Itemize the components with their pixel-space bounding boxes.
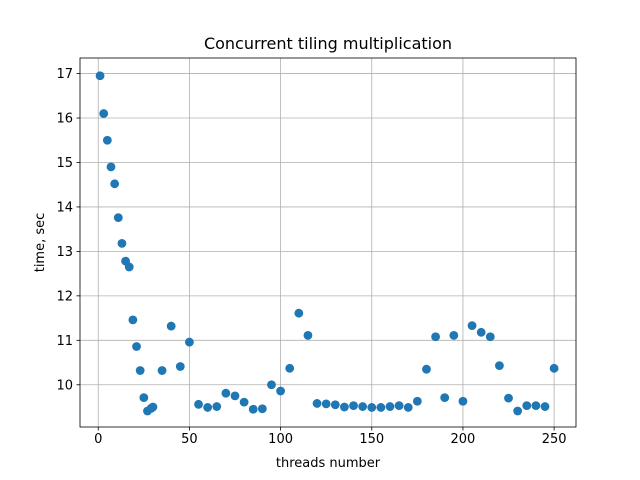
data-point: [157, 366, 167, 375]
data-point: [495, 361, 504, 371]
x-tick-label: 200: [451, 432, 476, 447]
data-points: [95, 71, 559, 416]
data-point: [95, 71, 105, 81]
data-point: [124, 262, 134, 272]
y-tick-label: 12: [56, 289, 73, 304]
data-point: [549, 363, 559, 373]
y-tick-label: 16: [56, 112, 73, 127]
data-point: [203, 403, 213, 412]
data-point: [113, 213, 123, 223]
data-point: [148, 402, 158, 412]
data-point: [376, 403, 386, 412]
data-point: [522, 401, 532, 411]
y-tick-label: 15: [56, 156, 73, 171]
data-point: [99, 109, 109, 118]
y-tick-label: 14: [56, 200, 73, 215]
data-point: [303, 331, 313, 340]
plot-frame: [79, 57, 577, 428]
data-point: [403, 403, 413, 412]
data-point: [440, 393, 450, 403]
data-point: [185, 337, 194, 347]
x-tick-label: 50: [181, 432, 198, 447]
data-point: [330, 400, 340, 410]
x-tick-label: 100: [268, 432, 293, 447]
data-point: [340, 402, 349, 412]
x-tick-label: 0: [94, 432, 102, 447]
data-point: [367, 403, 377, 412]
data-point: [285, 363, 295, 373]
x-axis-ticks: 0 50 100 150 200 250: [94, 427, 567, 447]
data-point: [485, 332, 495, 342]
grid-lines: [80, 58, 576, 427]
data-point: [385, 402, 395, 411]
x-tick-label: 250: [542, 432, 567, 447]
data-point: [394, 401, 404, 411]
data-point: [166, 321, 176, 331]
data-point: [139, 393, 149, 403]
data-point: [267, 380, 276, 390]
y-tick-label: 10: [56, 378, 73, 393]
y-axis-label: time, sec: [33, 213, 48, 273]
data-point: [422, 364, 431, 374]
data-point: [504, 393, 513, 403]
data-point: [276, 386, 285, 396]
data-point: [349, 401, 358, 411]
data-point: [106, 162, 116, 172]
data-point: [102, 135, 112, 145]
data-point: [458, 396, 468, 406]
data-point: [449, 331, 459, 340]
data-point: [467, 321, 477, 331]
y-tick-label: 11: [56, 334, 73, 349]
data-point: [194, 399, 203, 409]
data-point: [431, 332, 440, 342]
y-tick-label: 13: [56, 245, 73, 260]
data-point: [412, 396, 422, 406]
chart-title: Concurrent tiling multiplication: [204, 34, 452, 53]
data-point: [321, 399, 331, 409]
data-point: [239, 397, 249, 407]
y-tick-label: 17: [56, 67, 73, 82]
data-point: [128, 315, 138, 325]
data-point: [117, 238, 127, 248]
data-point: [531, 401, 541, 411]
data-point: [132, 342, 141, 351]
data-point: [312, 399, 322, 408]
data-point: [248, 404, 258, 414]
data-point: [175, 362, 185, 371]
data-point: [358, 402, 368, 411]
y-axis-ticks: 10 11 12 13 14 15 16 17: [56, 67, 80, 393]
data-point: [221, 388, 231, 398]
data-point: [540, 402, 550, 411]
data-point: [110, 179, 120, 189]
data-point: [513, 406, 523, 416]
data-point: [257, 404, 267, 414]
data-point: [230, 391, 240, 401]
data-point: [135, 366, 145, 375]
x-tick-label: 150: [359, 432, 384, 447]
data-point: [294, 308, 304, 318]
x-axis-label: threads number: [276, 456, 381, 471]
data-point: [212, 402, 222, 411]
data-point: [476, 327, 486, 337]
